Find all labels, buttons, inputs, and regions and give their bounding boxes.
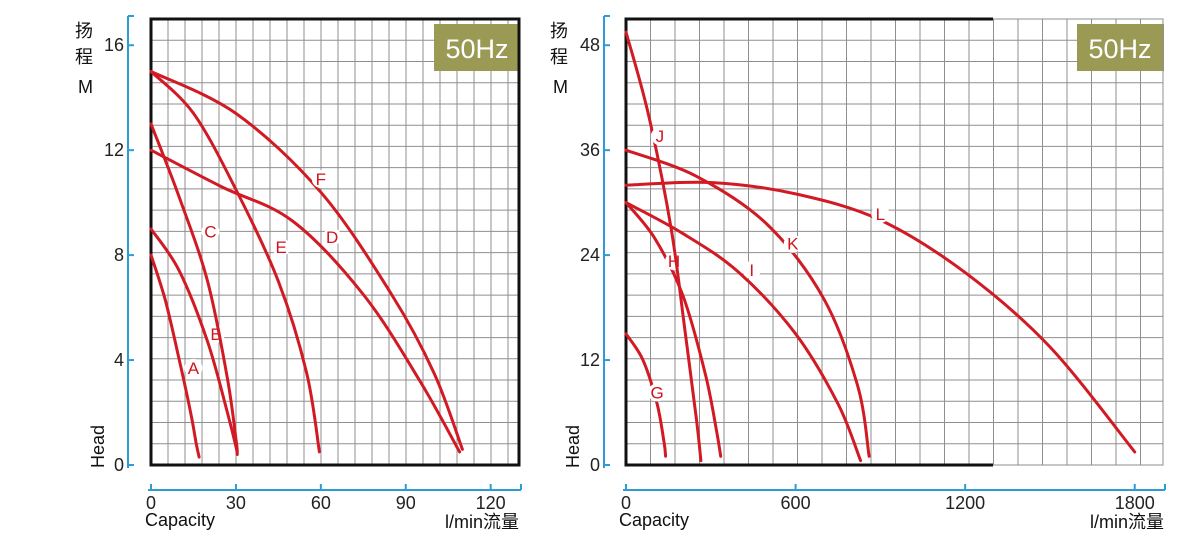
curve-label-bg-D <box>323 227 342 246</box>
y-tick-label: 16 <box>104 35 124 55</box>
ylabel-cn-2-right: 程 <box>550 47 568 67</box>
curve-label-G: G <box>650 383 663 402</box>
y-tick-label: 0 <box>114 455 124 475</box>
curve-label-K: K <box>787 235 799 254</box>
curve-label-bg-K <box>783 234 802 253</box>
plot-frame-right <box>624 17 993 467</box>
y-tick-label: 8 <box>114 245 124 265</box>
curve-label-C: C <box>204 223 216 242</box>
plot-frame-left <box>149 17 521 467</box>
curve-label-B: B <box>210 325 221 344</box>
y-tick-label: 24 <box>580 245 600 265</box>
curve-label-D: D <box>326 228 338 247</box>
x-tick-label: 120 <box>476 493 506 513</box>
frequency-badge-right <box>1077 24 1164 71</box>
y-tick-label: 4 <box>114 350 124 370</box>
xlabel-en-right: Capacity <box>619 510 689 530</box>
ylabel-en-right: Head <box>563 425 583 468</box>
x-tick-label: 90 <box>396 493 416 513</box>
curve-G <box>624 332 668 458</box>
y-tick-label: 48 <box>580 35 600 55</box>
ylabel-cn-1-right: 扬 <box>550 21 568 41</box>
curve-J <box>624 30 703 463</box>
curve-label-L: L <box>876 205 885 224</box>
curve-label-F: F <box>316 170 326 189</box>
curve-L <box>624 180 1137 454</box>
curve-label-bg-E <box>272 238 291 257</box>
curve-label-bg-F <box>311 170 330 189</box>
curve-K <box>624 148 871 458</box>
chart-panel-left: 50Hz AB C E D F 0 4 8 12 16 0 30 60 90 120 扬 程 M Head… <box>75 15 522 532</box>
curve-label-J: J <box>656 127 665 146</box>
ylabel-cn-1-left: 扬 <box>75 21 93 41</box>
curve-label-I: I <box>749 261 754 280</box>
frequency-badge-text-right: 50Hz <box>1088 34 1151 64</box>
curve-D <box>149 148 462 454</box>
y-tick-label: 36 <box>580 140 600 160</box>
grid-right <box>625 18 1163 466</box>
xlabel-unit-right: l/min流量 <box>1090 512 1164 532</box>
xlabel-en-left: Capacity <box>145 510 215 530</box>
axes-right: 0 12 24 36 48 0 600 1200 1800 <box>580 15 1166 513</box>
curve-label-bg-C <box>201 222 220 241</box>
curve-I <box>624 201 863 463</box>
x-tick-label: 0 <box>621 493 631 513</box>
curve-E <box>149 70 321 454</box>
x-tick-label: 60 <box>311 493 331 513</box>
curve-H <box>624 201 723 458</box>
curve-label-bg-A <box>184 358 203 377</box>
y-tick-label: 12 <box>580 350 600 370</box>
curve-label-E: E <box>276 238 287 257</box>
x-tick-label: 1800 <box>1115 493 1155 513</box>
curve-A <box>149 253 201 459</box>
x-tick-label: 600 <box>781 493 811 513</box>
curve-B <box>149 227 239 456</box>
plot-frame-right-ext <box>993 18 1164 466</box>
frequency-badge-left <box>434 24 520 71</box>
ylabel-unit-right: M <box>553 77 568 97</box>
y-tick-label: 12 <box>104 140 124 160</box>
curve-label-bg-I <box>742 260 761 279</box>
curve-label-A: A <box>188 359 200 378</box>
x-tick-label: 1200 <box>945 493 985 513</box>
curve-label-bg-L <box>871 205 890 224</box>
curve-C <box>149 122 239 454</box>
y-tick-label: 0 <box>590 455 600 475</box>
curve-label-bg-G <box>648 383 667 402</box>
ylabel-unit-left: M <box>78 77 93 97</box>
xlabel-unit-left: l/min流量 <box>445 512 519 532</box>
x-tick-label: 0 <box>146 493 156 513</box>
x-tick-label: 30 <box>226 493 246 513</box>
axes-left: 0 4 8 12 16 0 30 60 90 120 <box>104 15 522 513</box>
frequency-badge-text-left: 50Hz <box>445 34 508 64</box>
curve-F <box>149 70 464 451</box>
ylabel-cn-2-left: 程 <box>75 47 93 67</box>
curves-left: AB C E D F <box>149 70 464 459</box>
curve-label-bg-H <box>665 252 684 271</box>
ylabel-en-left: Head <box>88 425 108 468</box>
curve-label-bg-J <box>650 127 669 146</box>
